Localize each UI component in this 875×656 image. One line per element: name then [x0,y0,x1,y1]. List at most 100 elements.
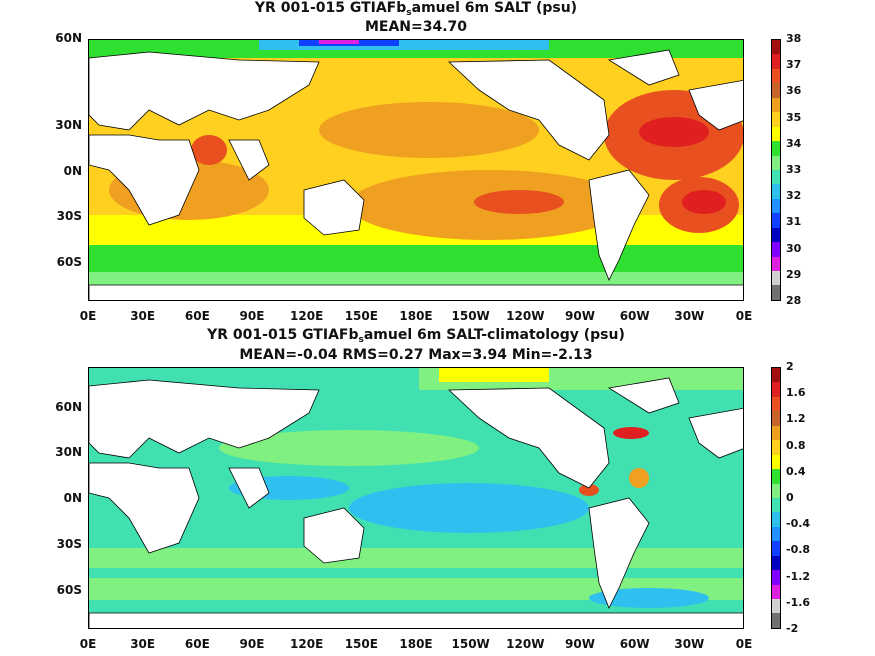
panel2-colorbar-label: 1.6 [786,386,806,400]
colorbar-segment [772,213,780,228]
panel1-xlabel: 150E [344,309,378,323]
colorbar-segment [772,440,780,455]
colorbar-segment [772,256,780,271]
panel2-colorbar-label: -1.6 [786,595,811,609]
panel2-xlabel: 180E [399,637,433,651]
panel2-colorbar-label: 0.8 [786,438,806,452]
panel1-colorbar-label: 37 [786,58,802,72]
panel1-xlabel: 0E [735,309,753,323]
colorbar-segment [772,285,780,300]
panel2-ylabel-0n: 0N [63,491,82,505]
panel1-colorbar-label: 32 [786,189,802,203]
panel2-colorbar-label: -0.8 [786,543,811,557]
panel2-ylabel-30n: 30N [55,445,82,459]
panel1-xlabel: 60E [184,309,210,323]
panel1-ylabel-60n: 60N [55,31,82,45]
panel2-colorbar-label: -1.2 [786,569,811,583]
colorbar-segment [772,40,780,55]
colorbar-segment [772,184,780,199]
colorbar-segment [772,469,780,484]
colorbar-segment [772,599,780,614]
colorbar-segment [772,512,780,527]
panel1-xlabel: 0E [79,309,97,323]
colorbar-segment [772,454,780,470]
panel1-map-svg [89,40,743,300]
panel2-xlabel: 120W [506,637,545,651]
panel1-ylabel-0n: 0N [63,164,82,178]
colorbar-segment [772,242,780,257]
colorbar-segment [772,497,780,513]
colorbar-segment [772,570,780,585]
panel2-xlabel: 60E [184,637,210,651]
colorbar-segment [772,555,780,571]
panel2-ylabel-30s: 30S [56,537,82,551]
panel2-xlabel: 90W [565,637,595,651]
panel2-map [88,367,744,629]
panel2-xlabel: 60W [619,637,650,651]
colorbar-segment [772,396,780,412]
panel1-xlabel: 60W [619,309,650,323]
panel2-colorbar-label: -2 [786,622,799,635]
colorbar-segment [772,425,780,441]
panel1-colorbar-label: 34 [786,136,802,150]
panel1-ylabel-30n: 30N [55,118,82,132]
panel1-colorbar [771,39,781,301]
panel2-xlabel: 30E [130,637,156,651]
colorbar-segment [772,271,780,286]
colorbar-segment [772,97,780,113]
colorbar-segment [772,155,780,170]
panel2-colorbar [771,367,781,629]
panel2-colorbar-label: 0 [786,491,794,504]
panel1-colorbar-label: 33 [786,163,802,176]
panel2-xlabel: 0E [735,637,753,651]
panel2-xlabel: 150W [451,637,490,651]
colorbar-segment [772,68,780,84]
panel2-colorbar-label: 2 [786,360,794,373]
colorbar-segment [772,126,780,142]
panel1-colorbar-label: 31 [786,215,802,229]
panel1-xlabel: 90E [239,309,265,323]
colorbar-segment [772,368,780,383]
colorbar-segment [772,112,780,127]
panel1-colorbar-label: 38 [786,32,802,45]
panel1-ylabel-60s: 60S [56,255,82,269]
panel1-colorbar-label: 28 [786,294,802,307]
colorbar-segment [772,382,780,397]
panel2-xlabel: 120E [290,637,324,651]
panel1-map [88,39,744,301]
panel1-xlabel: 150W [451,309,490,323]
panel1-xlabel: 180E [399,309,433,323]
panel1-xlabel: 120W [506,309,545,323]
panel1-ylabel-30s: 30S [56,209,82,223]
panel1-colorbar-label: 35 [786,110,802,124]
colorbar-segment [772,141,780,156]
panel1-colorbar-label: 29 [786,267,802,281]
panel1-xlabel: 30E [130,309,156,323]
panel2-stats: MEAN=-0.04 RMS=0.27 Max=3.94 Min=-2.13 [239,347,593,363]
panel1-colorbar-label: 30 [786,241,802,255]
panel2-xlabel: 150E [344,637,378,651]
panel2-colorbar-label: -0.4 [786,517,811,531]
panel1-stats: MEAN=34.70 [364,19,468,35]
panel1-title: YR 001-015 GTIAFbsamuel 6m SALT (psu) [254,0,578,18]
panel1-xlabel: 90W [565,309,595,323]
panel2-xlabel: 0E [79,637,97,651]
panel1-xlabel: 120E [290,309,324,323]
panel1-xlabel: 30W [674,309,705,323]
panel2-xlabel: 30W [674,637,705,651]
colorbar-segment [772,483,780,498]
colorbar-segment [772,83,780,98]
panel2-map-svg [89,368,743,628]
panel2-colorbar-label: 0.4 [786,464,806,478]
colorbar-segment [772,411,780,426]
colorbar-segment [772,198,780,214]
panel2-colorbar-label: 1.2 [786,412,806,426]
panel2-ylabel-60s: 60S [56,583,82,597]
colorbar-segment [772,169,780,185]
panel2-xlabel: 90E [239,637,265,651]
panel2-ylabel-60n: 60N [55,400,82,414]
colorbar-segment [772,227,780,243]
colorbar-segment [772,526,780,542]
panel2-title: YR 001-015 GTIAFbsamuel 6m SALT-climatol… [207,327,625,345]
